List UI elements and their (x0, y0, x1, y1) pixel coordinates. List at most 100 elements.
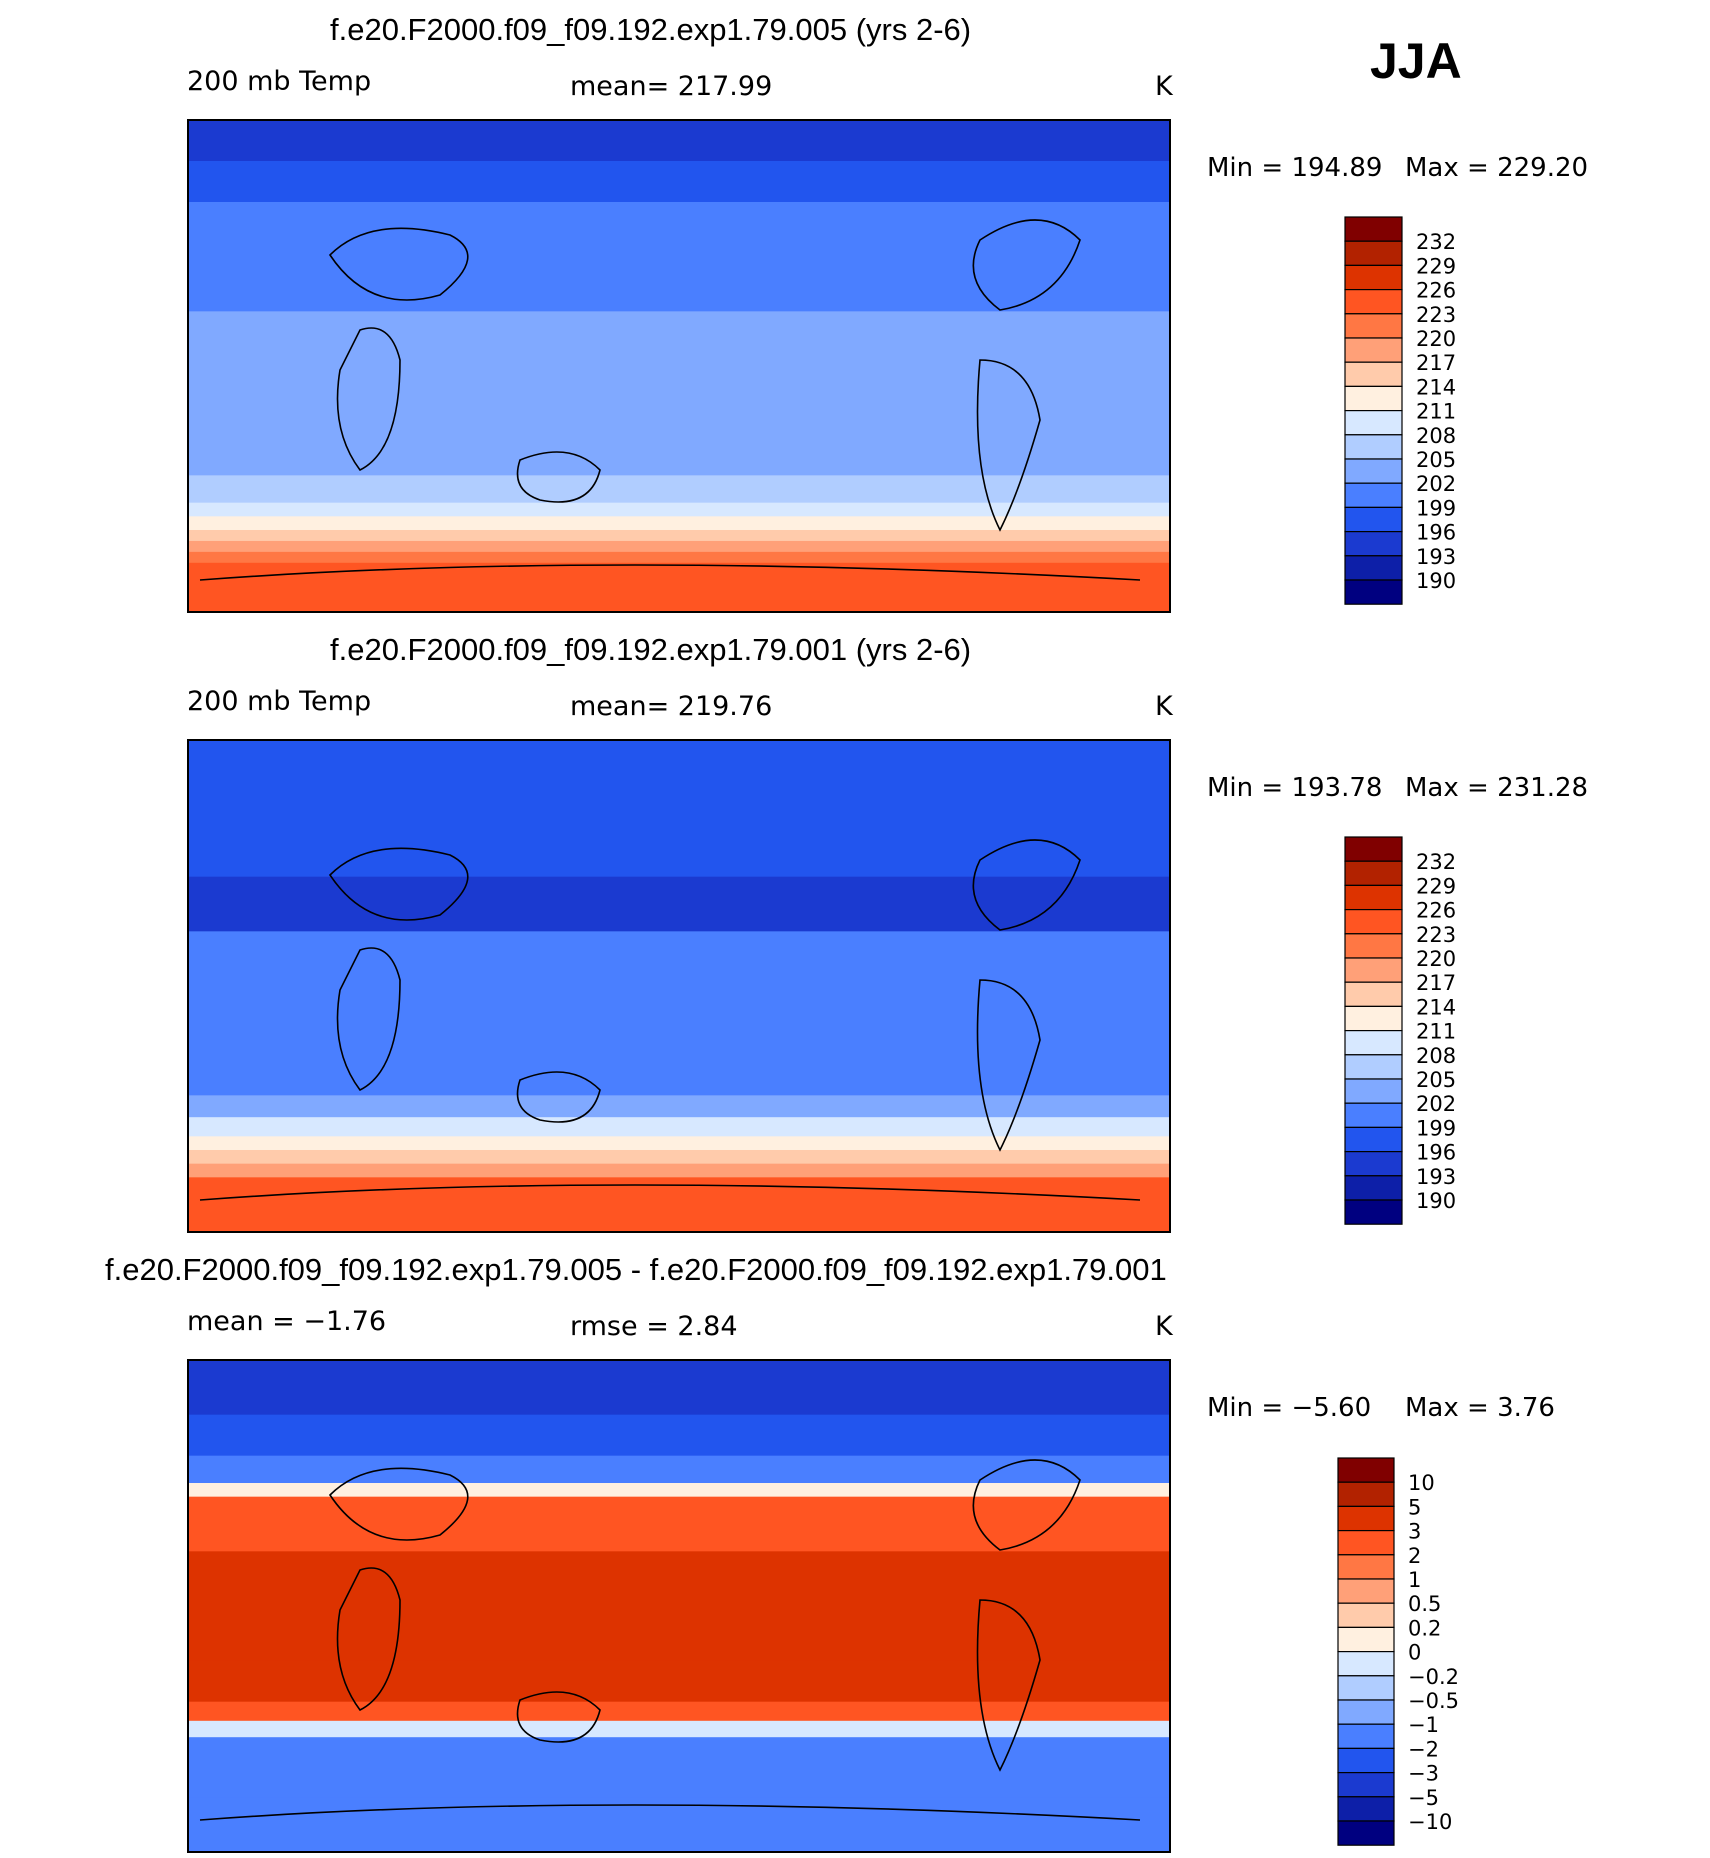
coastline (199, 1184, 1141, 1201)
colorbar-box (1344, 530, 1403, 557)
colorbar-tick-label: 223 (1416, 923, 1456, 947)
lat-band (188, 1496, 1170, 1552)
lat-band (188, 420, 1170, 476)
colorbar-box (1344, 884, 1403, 911)
coastline (328, 1467, 469, 1541)
colorbar-tick-label: −0.5 (1408, 1689, 1459, 1713)
colorbar-tick-label: 208 (1416, 424, 1456, 448)
colorbar-box (1344, 981, 1403, 1008)
colorbar-tick-label: 5 (1408, 1495, 1421, 1519)
colorbar-box (1344, 555, 1403, 581)
colorbar-tick-label: −10 (1408, 1810, 1452, 1834)
lat-band (188, 1117, 1170, 1137)
colorbar-box (1344, 289, 1403, 315)
colorbar: 2322292262232202172142112082052021991961… (1344, 836, 1456, 1225)
colorbar-box (1344, 361, 1403, 388)
colorbar-tick-label: 0.5 (1408, 1592, 1441, 1616)
lat-band (188, 562, 1170, 612)
lat-band (188, 1163, 1170, 1178)
colorbar-box (1337, 1457, 1395, 1483)
coastline (336, 1567, 401, 1712)
colorbar-box (1344, 579, 1403, 605)
coastline (516, 1691, 601, 1743)
colorbar-box (1344, 1175, 1403, 1201)
colorbar-box (1344, 216, 1403, 242)
colorbar-box (1337, 1650, 1395, 1677)
map-field (188, 740, 1170, 1232)
colorbar-tick-label: 217 (1416, 351, 1456, 375)
lat-band (188, 1660, 1170, 1703)
variable-label: 200 mb Temp (187, 686, 371, 717)
colorbar-tick-label: 196 (1416, 1141, 1456, 1165)
rmse-label: rmse = 2.84 (570, 1311, 738, 1342)
colorbar-tick-label: 214 (1416, 995, 1456, 1019)
colorbar-tick-label: 226 (1416, 899, 1456, 923)
colorbar-box (1344, 410, 1403, 436)
panel-title: f.e20.F2000.f09_f09.192.exp1.79.005 - f.… (105, 1252, 1167, 1287)
lat-band (188, 1040, 1170, 1096)
lat-band (188, 876, 1170, 932)
max-label: Max = 229.20 (1405, 153, 1588, 183)
colorbar-tick-label: −0.2 (1408, 1665, 1459, 1689)
colorbar-tick-label: 226 (1416, 279, 1456, 303)
colorbar-tick-label: 229 (1416, 254, 1456, 278)
colorbar-tick-label: 211 (1416, 400, 1456, 424)
colorbar-box (1344, 1150, 1403, 1177)
lat-band (188, 1455, 1170, 1484)
colorbar-box (1344, 836, 1403, 862)
lat-band (188, 120, 1170, 162)
panel-3: f.e20.F2000.f09_f09.192.exp1.79.005 - f.… (105, 1252, 1555, 1853)
map-frame (187, 119, 1171, 613)
colorbar-tick-label: 202 (1416, 1092, 1456, 1116)
units-label: K (1155, 71, 1174, 102)
panel-2: f.e20.F2000.f09_f09.192.exp1.79.001 (yrs… (187, 632, 1588, 1233)
colorbar-box (1344, 240, 1403, 266)
season-label: JJA (1370, 33, 1462, 89)
lat-band (188, 1177, 1170, 1232)
map-field (188, 1360, 1170, 1852)
coastline (199, 564, 1141, 581)
colorbar-tick-label: 214 (1416, 375, 1456, 399)
lat-band (188, 516, 1170, 531)
lat-band (188, 1701, 1170, 1722)
colorbar-box (1344, 313, 1403, 339)
coastline (336, 947, 401, 1092)
colorbar-tick-label: 0 (1408, 1641, 1421, 1665)
colorbar-tick-label: −5 (1408, 1786, 1439, 1810)
colorbar-box (1344, 458, 1403, 484)
lat-band (188, 551, 1170, 564)
colorbar-box (1344, 1102, 1403, 1128)
mean-label: mean = −1.76 (187, 1306, 386, 1337)
colorbar-tick-label: −1 (1408, 1713, 1439, 1737)
colorbar-box (1344, 1078, 1403, 1104)
colorbar-box (1344, 1199, 1403, 1225)
coastline (972, 1459, 1081, 1551)
colorbar-box (1344, 482, 1403, 509)
colorbar-tick-label: 3 (1408, 1520, 1421, 1544)
colorbar-box (1344, 506, 1403, 533)
map-frame (187, 1359, 1171, 1853)
colorbar-box (1337, 1723, 1395, 1749)
colorbar-tick-label: 193 (1416, 545, 1456, 569)
coastline (199, 1804, 1141, 1821)
colorbar-box (1337, 1771, 1395, 1798)
map-field (188, 120, 1170, 612)
mean-label: mean= 219.76 (570, 691, 772, 722)
coastline (516, 1071, 601, 1123)
lat-band (188, 931, 1170, 987)
colorbar-box (1337, 1747, 1395, 1774)
min-label: Min = −5.60 (1207, 1393, 1371, 1423)
coastline (976, 1599, 1041, 1772)
colorbar-box (1344, 957, 1403, 983)
colorbar-box (1337, 1796, 1395, 1822)
colorbar-tick-label: 10 (1408, 1471, 1435, 1495)
colorbar-box (1344, 1126, 1403, 1153)
colorbar-box (1337, 1699, 1395, 1725)
lat-band (188, 1483, 1170, 1498)
lat-band (188, 530, 1170, 542)
colorbar-tick-label: 193 (1416, 1165, 1456, 1189)
colorbar-tick-label: 2 (1408, 1544, 1421, 1568)
colorbar-box (1337, 1505, 1395, 1532)
lat-band (188, 822, 1170, 878)
lat-band (188, 1551, 1170, 1662)
